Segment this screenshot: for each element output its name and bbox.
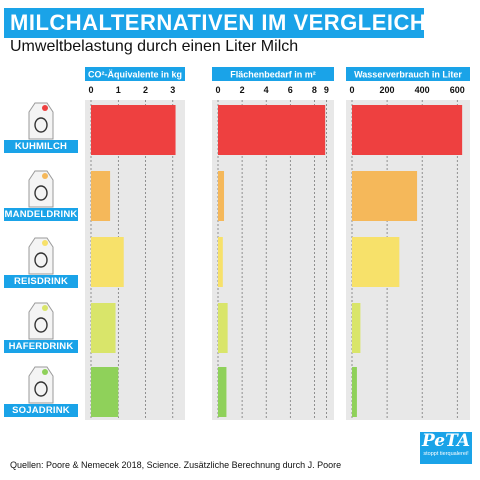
bar [352,105,463,155]
bar [352,303,361,353]
brand-tagline: stoppt tierqualerei! [423,451,469,457]
rice-icon [28,237,54,275]
tick-label: 9 [324,85,329,95]
carton-cap [42,369,48,375]
carton-shape [28,366,54,404]
tick-label: 1 [116,85,121,95]
bar [91,237,124,287]
tick-label: 8 [312,85,317,95]
carton-emblem [34,185,48,201]
panel-title: CO²-Äquivalente in kg [88,70,182,80]
product-label: MANDELDRINK [4,208,78,221]
bar [91,367,119,417]
tick-label: 600 [450,85,465,95]
tick-label: 4 [264,85,269,95]
product-label: SOJADRINK [4,404,78,417]
bar [91,303,116,353]
product-item: MANDELDRINK [0,168,82,238]
tick-label: 0 [215,85,220,95]
product-item: SOJADRINK [0,364,82,434]
bar [91,171,111,221]
tick-label: 2 [240,85,245,95]
title-bar: MILCHALTERNATIVEN IM VERGLEICH [4,8,427,38]
almond-icon [28,170,54,208]
bar [352,367,357,417]
bar [218,367,227,417]
bar [218,237,223,287]
carton-emblem [34,317,48,333]
product-item: KUHMILCH [0,100,82,170]
carton-cap [42,105,48,111]
chart-subtitle: Umweltbelastung durch einen Liter Milch [10,38,299,55]
bar [218,171,225,221]
product-item: REISDRINK [0,235,82,305]
carton-emblem [34,381,48,397]
panel-title: Flächenbedarf in m² [230,70,316,80]
carton-emblem [34,252,48,268]
carton-emblem [34,117,48,133]
chart-title: MILCHALTERNATIVEN IM VERGLEICH [10,10,427,35]
soy-icon [28,366,54,404]
carton-cap [42,173,48,179]
bar [218,105,326,155]
carton-shape [28,170,54,208]
cow-icon [28,102,54,140]
panel-title: Wasserverbrauch in Liter [354,70,462,80]
tick-label: 0 [349,85,354,95]
oat-icon [28,302,54,340]
bar [218,303,228,353]
carton-cap [42,305,48,311]
carton-shape [28,302,54,340]
tick-label: 2 [143,85,148,95]
product-label: REISDRINK [4,275,78,288]
tick-label: 3 [170,85,175,95]
product-item: HAFERDRINK [0,300,82,370]
tick-label: 6 [288,85,293,95]
product-label: KUHMILCH [4,140,78,153]
tick-label: 0 [88,85,93,95]
panel-header [85,67,185,81]
tick-label: 200 [380,85,395,95]
carton-shape [28,102,54,140]
brand-name: PeTA [421,431,471,451]
product-label: HAFERDRINK [4,340,78,353]
source-note: Quellen: Poore & Nemecek 2018, Science. … [10,460,342,470]
bar [352,237,400,287]
panel-header [212,67,334,81]
carton-shape [28,237,54,275]
bar [352,171,418,221]
bar [91,105,176,155]
tick-label: 400 [415,85,430,95]
panel-header [346,67,470,81]
carton-cap [42,240,48,246]
brand-logo: PeTA stoppt tierqualerei! [420,432,472,464]
